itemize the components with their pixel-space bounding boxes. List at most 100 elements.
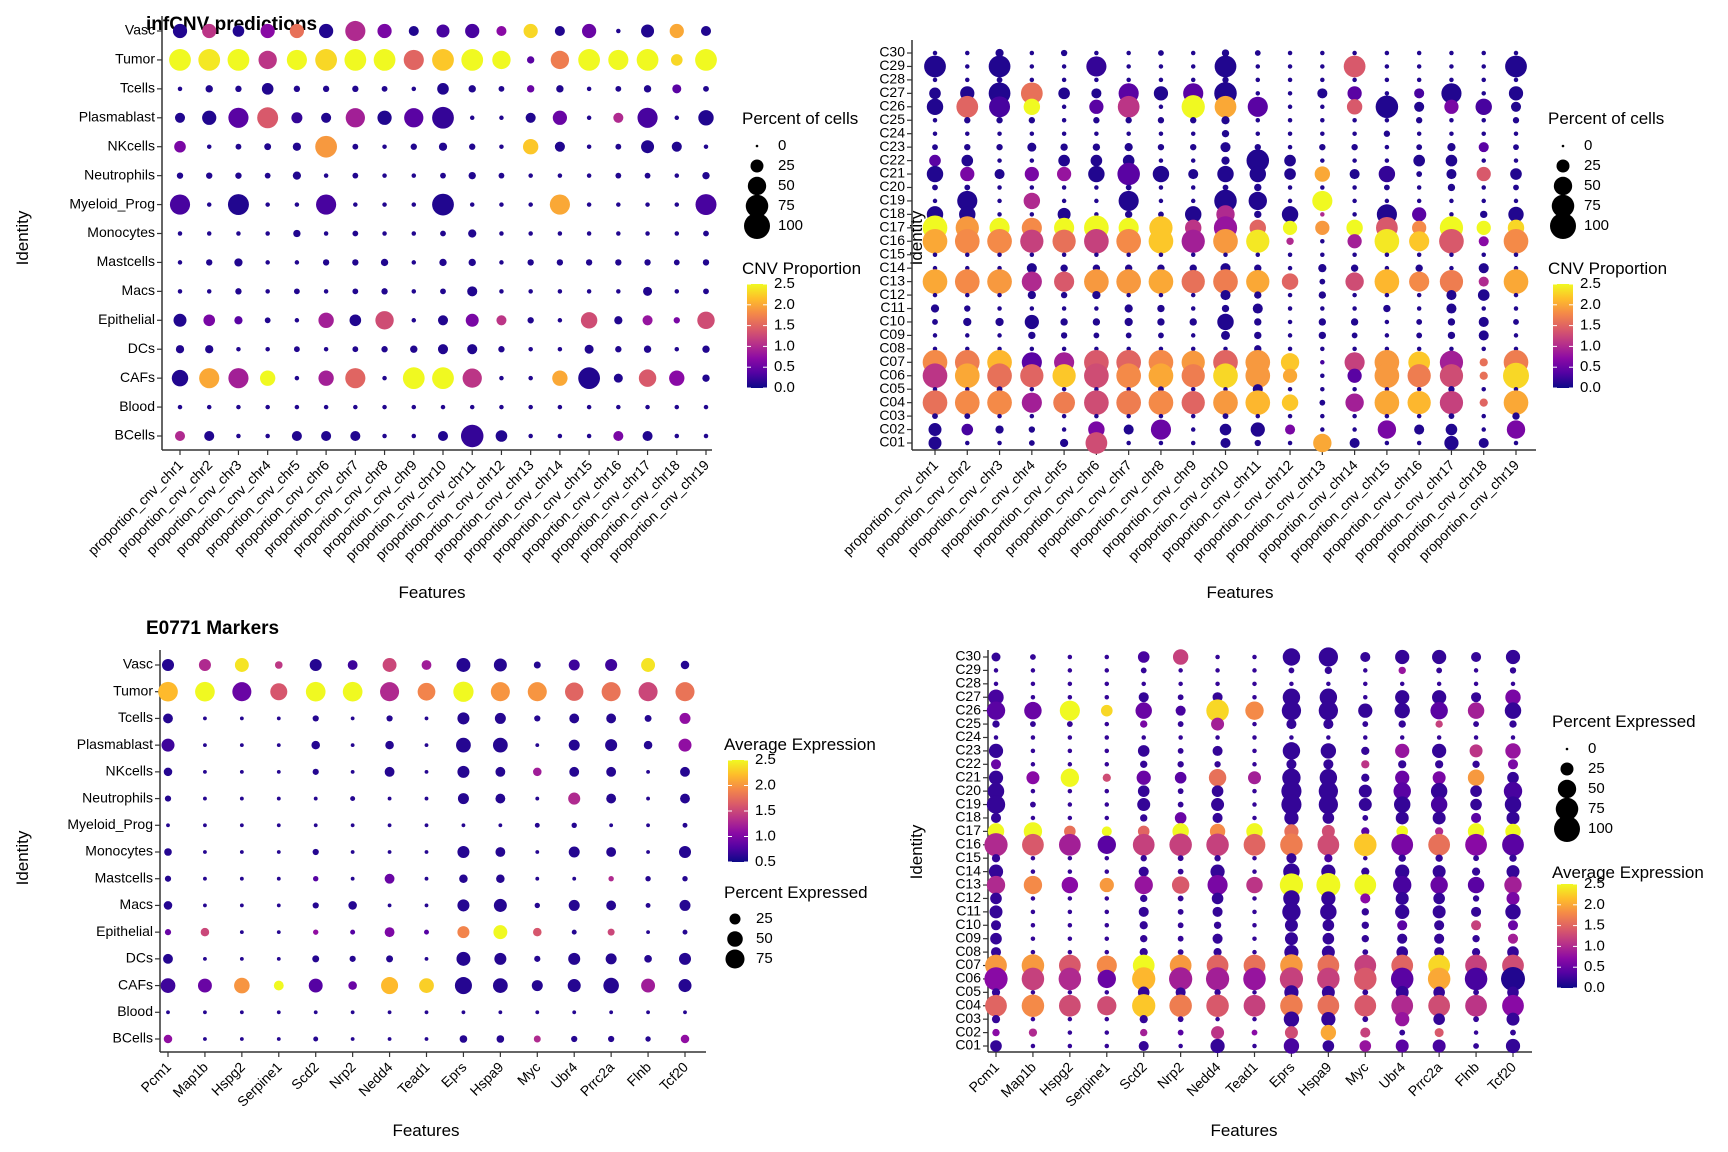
dot bbox=[1508, 86, 1524, 101]
panel-e0771-markers-clusters: Identity Features C30C29C28C27C26C25C24C… bbox=[907, 647, 1704, 1140]
dot bbox=[932, 333, 938, 338]
y-tick-label: C23 bbox=[955, 742, 981, 758]
dot bbox=[1478, 330, 1489, 341]
dot bbox=[1030, 681, 1036, 687]
dot bbox=[1158, 104, 1164, 110]
dot bbox=[1320, 386, 1325, 392]
dot bbox=[1287, 252, 1293, 257]
dot bbox=[528, 289, 533, 294]
dot bbox=[1433, 986, 1445, 999]
dot bbox=[1061, 117, 1067, 123]
dot bbox=[1393, 782, 1411, 800]
dot bbox=[1314, 166, 1331, 182]
dot bbox=[496, 315, 507, 326]
dot bbox=[1221, 49, 1230, 57]
dot bbox=[1432, 649, 1447, 665]
dot bbox=[1092, 318, 1101, 326]
dot bbox=[615, 259, 622, 266]
dot bbox=[239, 716, 244, 721]
dot bbox=[1475, 98, 1492, 116]
y-tick-label: Mastcells bbox=[97, 253, 155, 269]
dot bbox=[292, 171, 301, 180]
dot bbox=[1252, 923, 1257, 928]
dot bbox=[437, 315, 449, 326]
dot bbox=[1504, 702, 1522, 719]
dot bbox=[1319, 399, 1326, 406]
dot bbox=[680, 793, 690, 804]
x-tick-label: Ubr4 bbox=[548, 1059, 581, 1092]
dot bbox=[1252, 896, 1257, 901]
dot bbox=[1317, 833, 1340, 856]
dot bbox=[1434, 920, 1445, 931]
dot bbox=[1481, 413, 1486, 419]
dot bbox=[1252, 1043, 1257, 1049]
dot bbox=[206, 144, 212, 149]
dot bbox=[1138, 866, 1149, 877]
dot bbox=[1140, 894, 1148, 903]
dot bbox=[1215, 681, 1220, 687]
dot bbox=[922, 390, 948, 415]
dot bbox=[1473, 681, 1479, 687]
dot bbox=[1061, 252, 1067, 257]
dot bbox=[1221, 116, 1230, 125]
dot bbox=[1416, 198, 1422, 204]
dot bbox=[1067, 869, 1073, 874]
y-tick-label: Vasc bbox=[125, 22, 155, 38]
dot bbox=[439, 258, 447, 267]
dot bbox=[1029, 158, 1035, 163]
dot bbox=[1409, 271, 1430, 292]
dot bbox=[1471, 867, 1481, 876]
dot bbox=[1326, 735, 1331, 740]
dot bbox=[206, 289, 212, 294]
dot bbox=[674, 173, 680, 178]
dot bbox=[1060, 768, 1080, 787]
dot bbox=[1104, 668, 1110, 673]
dot bbox=[1448, 386, 1455, 393]
dot bbox=[1287, 64, 1293, 69]
dot bbox=[459, 874, 468, 883]
y-tick-label: C22 bbox=[955, 755, 981, 771]
dot bbox=[523, 23, 538, 39]
dot bbox=[556, 85, 564, 93]
dot bbox=[1374, 269, 1400, 294]
dot bbox=[234, 258, 243, 267]
dot bbox=[1395, 1039, 1409, 1053]
y-tick-label: Monocytes bbox=[85, 843, 153, 859]
dot bbox=[638, 369, 657, 387]
dot bbox=[437, 430, 449, 442]
dot bbox=[313, 823, 318, 828]
dot bbox=[1190, 77, 1196, 83]
dot bbox=[410, 345, 418, 353]
dot bbox=[382, 404, 387, 410]
dot bbox=[1352, 50, 1357, 56]
dot bbox=[350, 929, 356, 935]
dot bbox=[922, 269, 948, 294]
dot bbox=[1343, 55, 1366, 78]
dot bbox=[1248, 771, 1261, 785]
dot bbox=[265, 202, 270, 207]
dot bbox=[642, 315, 653, 326]
dot bbox=[965, 252, 970, 257]
dot bbox=[1028, 426, 1036, 433]
dot bbox=[205, 345, 214, 354]
dot bbox=[453, 681, 474, 702]
dot bbox=[1320, 306, 1325, 311]
dot bbox=[644, 259, 651, 266]
dot bbox=[1126, 131, 1131, 136]
size-legend-label: 25 bbox=[778, 157, 795, 174]
dot bbox=[1471, 651, 1482, 663]
y-tick-label: C21 bbox=[879, 165, 905, 181]
color-legend-title: CNV Proportion bbox=[742, 259, 861, 278]
dot bbox=[1213, 363, 1238, 389]
y-tick-label: C03 bbox=[879, 407, 905, 423]
dot bbox=[203, 850, 207, 854]
dot bbox=[265, 433, 270, 439]
dot bbox=[922, 363, 948, 389]
x-tick-label: Map1b bbox=[169, 1059, 211, 1101]
dot bbox=[996, 143, 1003, 151]
y-tick-label: C09 bbox=[879, 326, 905, 342]
dot bbox=[1246, 149, 1270, 172]
y-tick-label: C13 bbox=[955, 876, 981, 892]
dot bbox=[1510, 735, 1516, 740]
